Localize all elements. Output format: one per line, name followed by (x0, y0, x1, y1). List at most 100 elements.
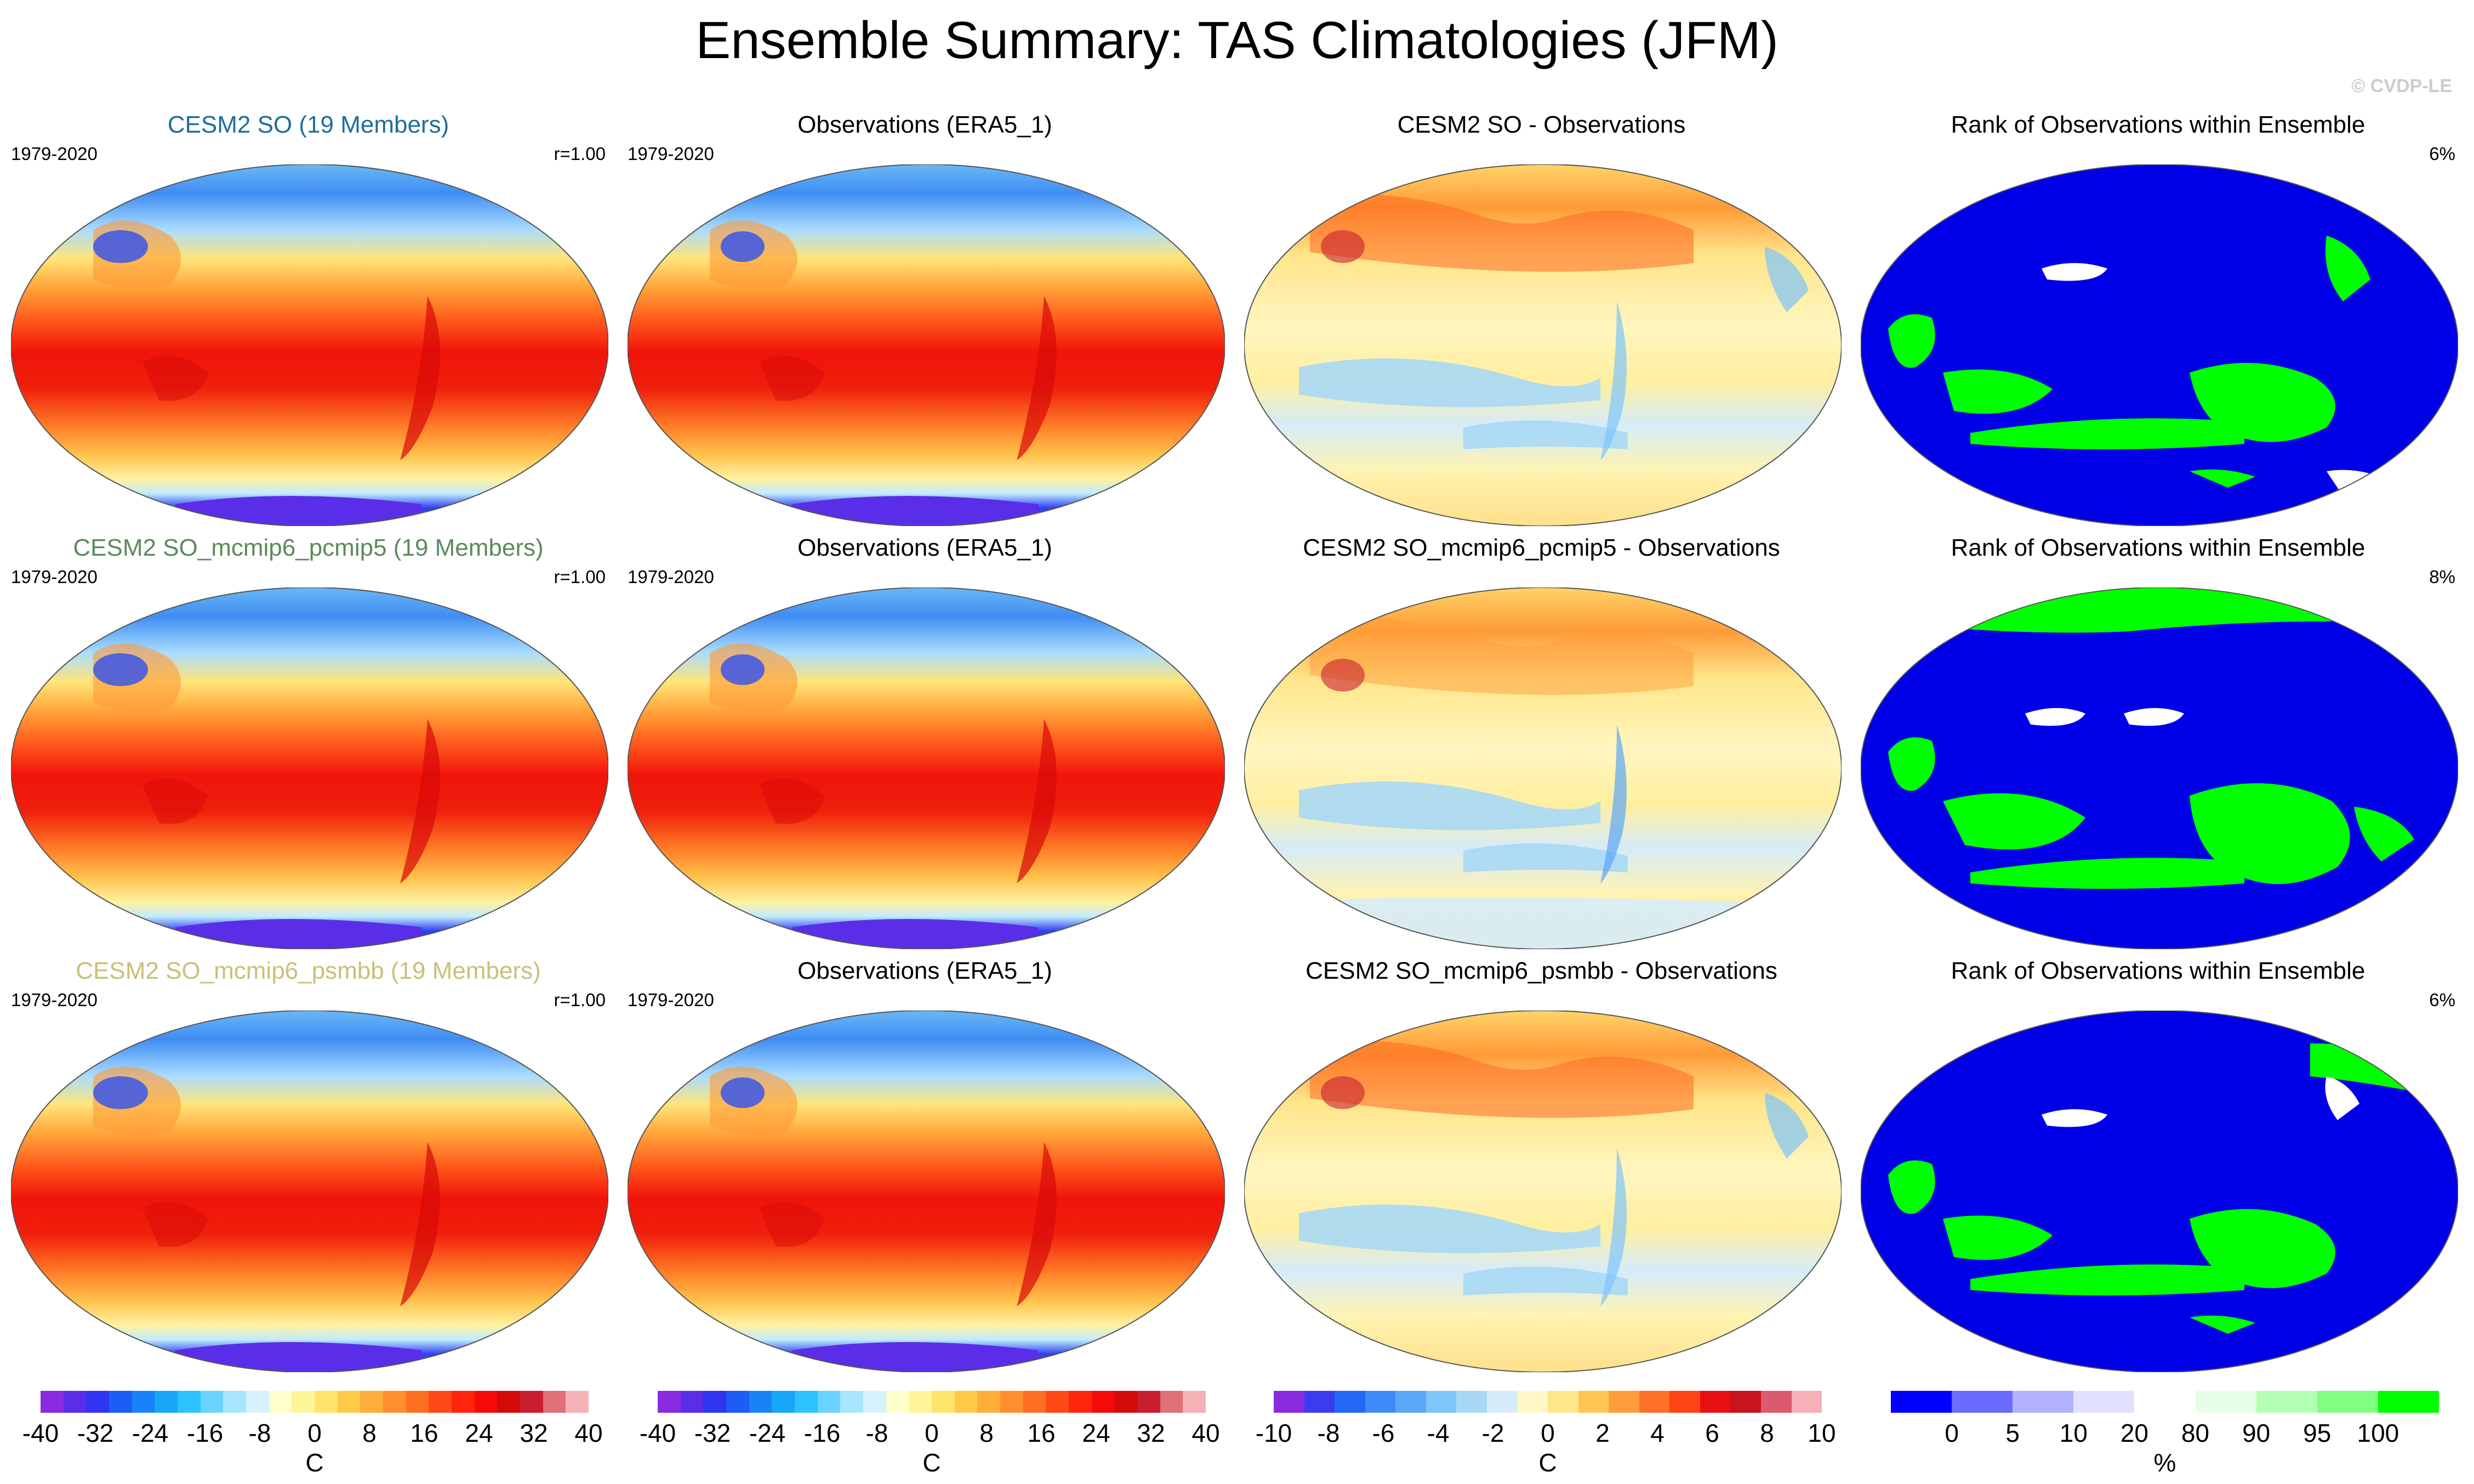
page-title: Ensemble Summary: TAS Climatologies (JFM… (696, 11, 1778, 70)
colorbar-swatch (1791, 1391, 1822, 1413)
colorbar-tick-label: 80 (2181, 1419, 2210, 1447)
colorbar-tick-label: -6 (1372, 1419, 1395, 1447)
colorbar-swatch (2073, 1391, 2135, 1413)
colorbar-swatch (1486, 1391, 1518, 1413)
colorbar-tick-label: -40 (639, 1419, 676, 1447)
colorbar-swatch (749, 1391, 772, 1413)
colorbar-swatch (246, 1391, 269, 1413)
years-label-row3: 1979-2020 (11, 990, 98, 1010)
panel-rank-row2: Rank of Observations within Ensemble 8% (1850, 533, 2466, 960)
colorbar-swatch (452, 1391, 475, 1413)
colorbar-swatch (1548, 1391, 1578, 1413)
colorbar-swatch (1274, 1391, 1304, 1413)
colorbar-tick-label: 24 (1082, 1419, 1110, 1447)
colorbar-swatch (2378, 1391, 2439, 1413)
colorbar-swatch (178, 1391, 201, 1413)
colorbar-tick-label: 32 (520, 1419, 548, 1447)
colorbar-swatch (383, 1391, 406, 1413)
r-value-row2: r=1.00 (554, 567, 606, 587)
colorbar-swatch (840, 1391, 864, 1413)
colorbar-tick-label: 40 (574, 1419, 603, 1447)
colorbar-unit-label: C (305, 1448, 324, 1477)
colorbar-swatch (543, 1391, 566, 1413)
colorbar-tick-label: 0 (925, 1419, 939, 1447)
colorbar-temp-model: -40 -32 -24 -16 -8 0 8 16 24 32 40 C (22, 1391, 603, 1484)
panel-model-row1: CESM2 SO (19 Members) 1979-2020 r=1.00 (0, 110, 617, 537)
colorbar-tick-label: 0 (1541, 1419, 1555, 1447)
colorbar-swatch (977, 1391, 1001, 1413)
colorbar-temp-obs: -40 -32 -24 -16 -8 0 8 16 24 32 40 C (640, 1391, 1220, 1484)
panel-model-row3: CESM2 SO_mcmip6_psmbb (19 Members) 1979-… (0, 956, 617, 1383)
colorbar-swatch (2317, 1391, 2378, 1413)
colorbar-tick-label: 6 (1705, 1419, 1719, 1447)
colorbar-swatch (63, 1391, 87, 1413)
colorbar-swatch (315, 1391, 338, 1413)
rank-pct-row1: 6% (2429, 144, 2455, 164)
colorbar-swatch (1730, 1391, 1761, 1413)
colorbar-swatch (360, 1391, 384, 1413)
colorbar-tick-label: 8 (362, 1419, 377, 1447)
colorbar-swatches (1891, 1391, 2439, 1413)
colorbar-unit-label: % (2153, 1448, 2176, 1477)
colorbar-tick-label: -16 (186, 1419, 224, 1447)
colorbar-swatch (1578, 1391, 1609, 1413)
colorbar-swatch (886, 1391, 909, 1413)
colorbar-swatch (429, 1391, 452, 1413)
obs-years-row3: 1979-2020 (628, 990, 714, 1010)
colorbar-swatch (406, 1391, 429, 1413)
diff-title-row1: CESM2 SO - Observations (1397, 111, 1686, 138)
colorbar-swatch (2013, 1391, 2074, 1413)
colorbar-swatch (566, 1391, 589, 1413)
colorbar-swatch (1137, 1391, 1160, 1413)
diff-title-row3: CESM2 SO_mcmip6_psmbb - Observations (1306, 957, 1777, 984)
colorbar-swatch (1335, 1391, 1365, 1413)
colorbar-swatch (1395, 1391, 1426, 1413)
colorbar-swatch (1426, 1391, 1457, 1413)
rank-title-row1: Rank of Observations within Ensemble (1951, 111, 2365, 138)
years-label-row1: 1979-2020 (11, 144, 98, 164)
colorbar-tick-label: -2 (1481, 1419, 1504, 1447)
colorbar-swatch (1023, 1391, 1046, 1413)
colorbar-swatch (2195, 1391, 2256, 1413)
colorbar-tick-label: 2 (1595, 1419, 1610, 1447)
panel-obs-row2: Observations (ERA5_1) 1979-2020 (617, 533, 1233, 960)
colorbar-tick-label: -40 (22, 1419, 59, 1447)
colorbar-tick-label: 0 (307, 1419, 322, 1447)
temp-map-obs-row1 (628, 164, 1225, 526)
diff-map-row2 (1244, 587, 1842, 949)
colorbar-swatch (954, 1391, 978, 1413)
colorbar-swatch (1456, 1391, 1487, 1413)
colorbar-tick-label: 10 (2059, 1419, 2088, 1447)
colorbar-swatch (1183, 1391, 1206, 1413)
colorbar-tick-label: 5 (2005, 1419, 2020, 1447)
colorbar-swatch (817, 1391, 841, 1413)
colorbar-tick-label: -4 (1427, 1419, 1450, 1447)
colorbar-swatch (269, 1391, 292, 1413)
colorbar-swatch (1069, 1391, 1092, 1413)
colorbar-swatches (1274, 1391, 1822, 1413)
colorbar-tick-label: -8 (1317, 1419, 1340, 1447)
colorbar-tick-label: 8 (1760, 1419, 1774, 1447)
rank-map-row2 (1861, 587, 2458, 949)
colorbar-swatch (497, 1391, 521, 1413)
colorbar-unit-label: C (1538, 1448, 1557, 1477)
colorbar-tick-label: 40 (1192, 1419, 1220, 1447)
obs-title-row2: Observations (ERA5_1) (797, 534, 1052, 561)
obs-title-row3: Observations (ERA5_1) (797, 957, 1052, 984)
r-value-row3: r=1.00 (554, 990, 606, 1010)
colorbar-tick-label: 20 (2120, 1419, 2149, 1447)
colorbar-swatch (155, 1391, 178, 1413)
colorbar-swatch (520, 1391, 543, 1413)
colorbar-swatch (474, 1391, 498, 1413)
colorbar-swatch (1160, 1391, 1183, 1413)
colorbar-tick-label: 95 (2303, 1419, 2332, 1447)
temp-map-model-row3 (11, 1011, 608, 1372)
obs-years-row2: 1979-2020 (628, 567, 714, 587)
colorbar-unit-label: C (922, 1448, 941, 1477)
model-title-row2: CESM2 SO_mcmip6_pcmip5 (19 Members) (73, 534, 544, 561)
diff-map-row1 (1244, 164, 1842, 526)
rank-map-row1 (1861, 164, 2458, 526)
colorbar-swatch (1517, 1391, 1548, 1413)
colorbar-swatch (680, 1391, 704, 1413)
colorbar-swatches (41, 1391, 589, 1413)
